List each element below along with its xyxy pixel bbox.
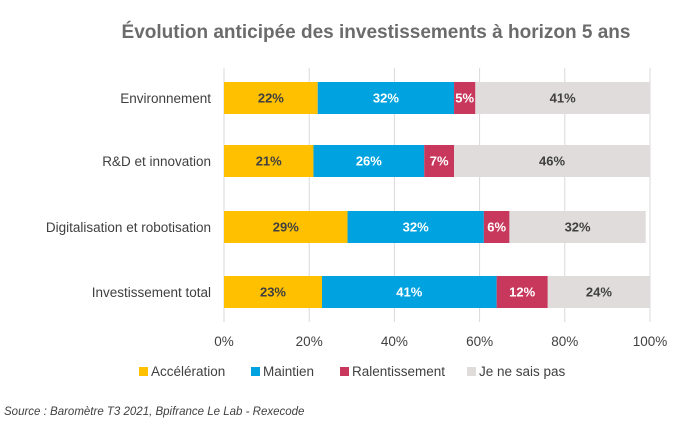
bar-environnement-je-ne-sais-pas <box>475 82 650 114</box>
data-label: 22% <box>258 91 284 106</box>
category-label: Investissement total <box>92 285 211 300</box>
bar-r-d-et-innovation-maintien <box>313 145 425 177</box>
data-label: 21% <box>256 154 282 169</box>
legend-swatch-acceleration <box>139 367 148 376</box>
bar-digitalisation-et-robotisation-maintien <box>347 211 484 243</box>
category-label: Environnement <box>120 91 211 106</box>
data-label: 12% <box>509 285 535 300</box>
bar-r-d-et-innovation-acceleration <box>224 145 314 177</box>
bar-digitalisation-et-robotisation-je-ne-sais-pas <box>509 211 646 243</box>
legend-label: Accélération <box>151 364 225 379</box>
bar-r-d-et-innovation-je-ne-sais-pas <box>454 145 650 177</box>
bar-r-d-et-innovation-ralentissement <box>424 145 455 177</box>
x-axis-ticks: 0% 20% 40% 60% 80% 100% <box>214 334 667 349</box>
legend-swatch-maintien <box>251 367 260 376</box>
legend-label: Maintien <box>263 364 314 379</box>
legend-label: Je ne sais pas <box>479 364 566 379</box>
bar-digitalisation-et-robotisation-acceleration <box>224 211 348 243</box>
legend-swatch-je-ne-sais-pas <box>467 367 476 376</box>
bar-investissement-total-acceleration <box>224 276 322 308</box>
bar-digitalisation-et-robotisation-ralentissement <box>483 211 510 243</box>
category-label: R&D et innovation <box>102 154 211 169</box>
legend-swatch-ralentissement <box>340 367 349 376</box>
legend-label: Ralentissement <box>352 364 445 379</box>
bar-environnement-acceleration <box>224 82 318 114</box>
source-note: Source : Baromètre T3 2021, Bpifrance Le… <box>4 406 304 418</box>
x-tick-label: 40% <box>381 334 408 349</box>
data-label: 6% <box>487 220 506 235</box>
data-label: 32% <box>565 220 591 235</box>
x-tick-label: 80% <box>551 334 578 349</box>
x-tick-label: 100% <box>633 334 668 349</box>
legend: Accélération Maintien Ralentissement Je ne … <box>139 364 566 379</box>
bars: 22% 32% 5% 41% 21% 26% 7% 46% 29% 32% 6% 32% 23% 41% 1… <box>224 82 650 308</box>
category-label: Digitalisation et robotisation <box>46 220 211 235</box>
bar-environnement-maintien <box>317 82 455 114</box>
chart-title: Évolution anticipée des investissements … <box>122 21 631 43</box>
data-label: 41% <box>550 91 576 106</box>
data-label: 41% <box>396 285 422 300</box>
category-labels: Environnement R&D et innovation Digitalisa… <box>46 91 211 300</box>
data-label: 26% <box>356 154 382 169</box>
bar-investissement-total-maintien <box>321 276 497 308</box>
bar-investissement-total-ralentissement <box>496 276 548 308</box>
data-label: 7% <box>430 154 449 169</box>
x-tick-label: 0% <box>214 334 234 349</box>
data-label: 32% <box>403 220 429 235</box>
bar-environnement-ralentissement <box>454 82 476 114</box>
data-label: 5% <box>455 91 474 106</box>
data-label: 24% <box>586 285 612 300</box>
data-label: 23% <box>260 285 286 300</box>
bar-investissement-total-je-ne-sais-pas <box>547 276 650 308</box>
data-label: 32% <box>373 91 399 106</box>
data-label: 46% <box>539 154 565 169</box>
x-tick-label: 20% <box>296 334 323 349</box>
data-label: 29% <box>273 220 299 235</box>
x-tick-label: 60% <box>466 334 493 349</box>
